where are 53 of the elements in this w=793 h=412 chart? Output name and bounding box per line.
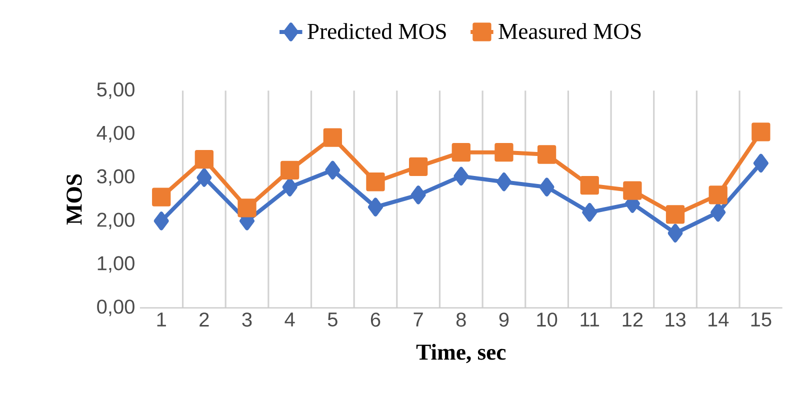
point bbox=[623, 181, 642, 200]
point bbox=[454, 166, 469, 186]
point bbox=[280, 160, 300, 180]
x-axis-title: Time, sec bbox=[416, 344, 506, 364]
x-tick-label: 9 bbox=[499, 312, 509, 327]
point bbox=[154, 212, 169, 230]
x-tick-label: 13 bbox=[666, 312, 686, 327]
point bbox=[708, 186, 728, 204]
x-tick-label: 3 bbox=[242, 312, 252, 327]
point bbox=[494, 143, 514, 162]
x-tick-label: 11 bbox=[580, 312, 600, 326]
y-axis-title: MOS bbox=[66, 174, 82, 225]
point bbox=[408, 157, 428, 176]
x-tick-label: 10 bbox=[537, 312, 558, 327]
point bbox=[323, 128, 342, 147]
x-tick-label: 6 bbox=[370, 312, 380, 327]
x-tick-label: 8 bbox=[456, 312, 466, 327]
x-tick-label: 15 bbox=[751, 312, 772, 327]
y-tick-label: 0,00 bbox=[97, 300, 134, 316]
x-tick-label: 4 bbox=[284, 312, 295, 326]
point bbox=[753, 154, 768, 173]
x-tick-label: 1 bbox=[157, 312, 166, 326]
point bbox=[666, 205, 685, 224]
point bbox=[539, 178, 554, 196]
point bbox=[496, 172, 512, 192]
y-tick-label: 1,00 bbox=[98, 256, 134, 273]
point bbox=[580, 176, 599, 195]
y-tick-label: 3,00 bbox=[97, 169, 134, 186]
x-tick-label: 14 bbox=[708, 312, 729, 326]
point bbox=[582, 203, 598, 222]
point bbox=[194, 150, 214, 169]
x-tick-label: 7 bbox=[414, 312, 423, 326]
point bbox=[325, 160, 340, 180]
point bbox=[238, 198, 256, 218]
y-tick-label: 4,00 bbox=[96, 126, 134, 142]
point bbox=[752, 122, 770, 142]
y-tick-label: 5,00 bbox=[97, 82, 134, 99]
legend-label: Predicted MOS bbox=[308, 23, 446, 40]
legend-label: Measured MOS bbox=[498, 23, 641, 40]
point bbox=[410, 186, 426, 204]
point bbox=[452, 143, 470, 162]
point bbox=[668, 224, 683, 243]
x-tick-label: 2 bbox=[200, 312, 209, 327]
point bbox=[366, 172, 385, 192]
point bbox=[537, 145, 556, 164]
x-tick-label: 12 bbox=[622, 312, 643, 327]
x-tick-label: 5 bbox=[328, 312, 338, 327]
y-tick-label: 2,00 bbox=[97, 212, 134, 230]
point bbox=[710, 203, 726, 222]
point bbox=[196, 168, 212, 187]
point bbox=[368, 198, 383, 216]
point bbox=[152, 188, 171, 206]
point bbox=[282, 178, 298, 196]
